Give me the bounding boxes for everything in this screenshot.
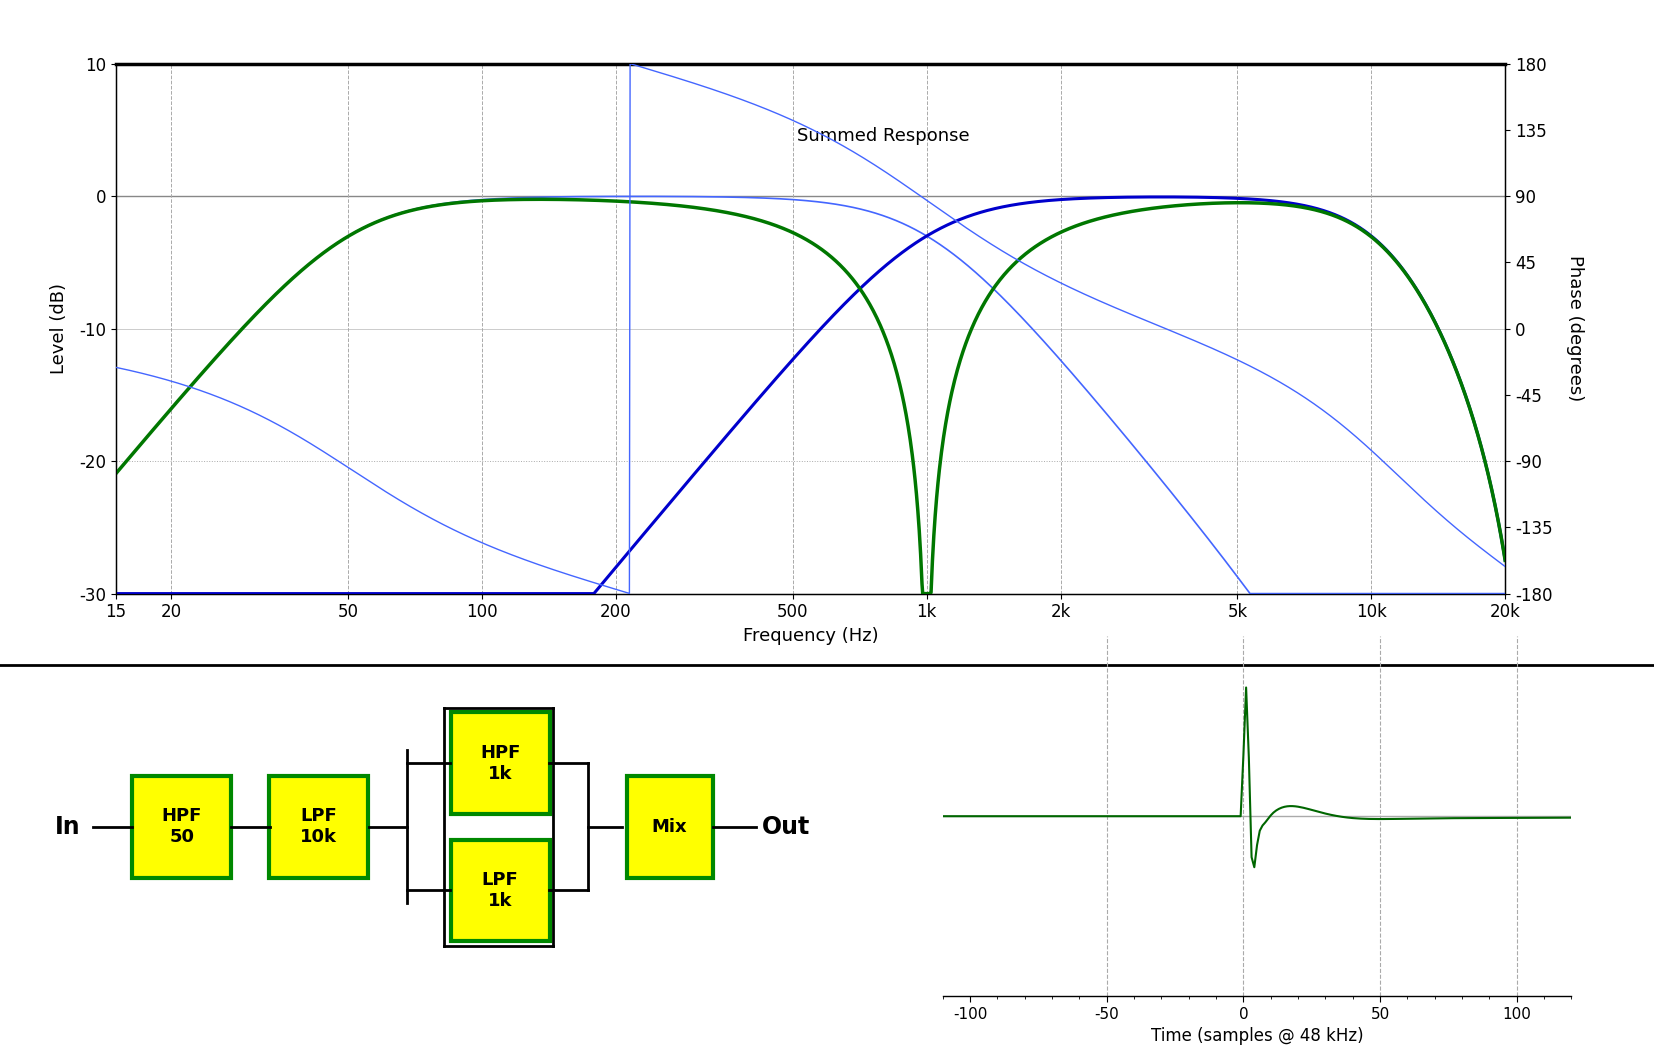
X-axis label: Time (samples @ 48 kHz): Time (samples @ 48 kHz)	[1151, 1027, 1363, 1045]
FancyBboxPatch shape	[270, 776, 369, 878]
Text: Mix: Mix	[652, 818, 688, 835]
FancyBboxPatch shape	[627, 776, 713, 878]
Text: In: In	[55, 815, 81, 838]
Text: HPF
50: HPF 50	[162, 808, 202, 846]
X-axis label: Frequency (Hz): Frequency (Hz)	[743, 626, 878, 644]
Text: Summed Response: Summed Response	[797, 127, 969, 145]
Y-axis label: Phase (degrees): Phase (degrees)	[1566, 255, 1585, 402]
Text: LPF
10k: LPF 10k	[299, 808, 337, 846]
Text: HPF
1k: HPF 1k	[480, 744, 521, 782]
FancyBboxPatch shape	[132, 776, 232, 878]
FancyBboxPatch shape	[450, 840, 549, 941]
Y-axis label: Level (dB): Level (dB)	[50, 283, 68, 374]
Text: LPF
1k: LPF 1k	[481, 871, 518, 909]
Text: Out: Out	[761, 815, 810, 838]
FancyBboxPatch shape	[450, 712, 549, 814]
